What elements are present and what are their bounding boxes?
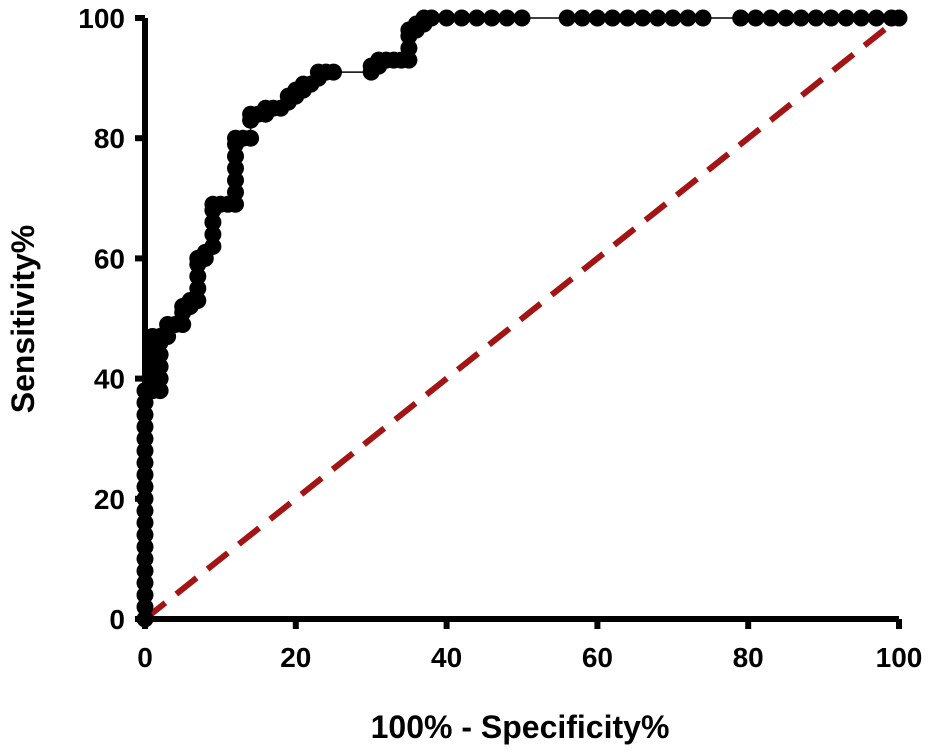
y-tick-label: 40: [94, 364, 125, 395]
roc-point: [852, 9, 870, 27]
roc-point: [453, 9, 471, 27]
roc-point: [573, 9, 591, 27]
x-axis-title: 100% - Specificity%: [371, 709, 670, 745]
roc-point: [483, 9, 501, 27]
axes: [142, 18, 899, 622]
roc-point: [837, 9, 855, 27]
roc-point: [807, 9, 825, 27]
roc-point: [558, 9, 576, 27]
x-tick-label: 20: [280, 642, 311, 673]
y-tick-label: 80: [94, 123, 125, 154]
roc-point: [732, 9, 750, 27]
roc-point: [400, 51, 418, 69]
roc-point: [498, 9, 516, 27]
roc-point: [227, 183, 244, 201]
roc-point: [890, 9, 908, 27]
roc-point: [777, 9, 795, 27]
roc-point: [227, 195, 244, 213]
roc-point: [151, 382, 169, 400]
y-tick-label: 100: [78, 3, 125, 34]
roc-point: [204, 225, 222, 243]
roc-point: [151, 370, 169, 388]
x-tick-label: 60: [582, 642, 613, 673]
roc-point: [189, 279, 207, 297]
y-tick-label: 60: [94, 243, 125, 274]
roc-point: [400, 39, 418, 57]
roc-point: [792, 9, 810, 27]
roc-point: [423, 9, 440, 27]
roc-point: [822, 9, 840, 27]
roc-point: [604, 9, 621, 27]
roc-point: [468, 9, 486, 27]
roc-point: [588, 9, 606, 27]
x-tick-label: 80: [733, 642, 764, 673]
roc-point: [204, 213, 222, 231]
x-tick-label: 100: [876, 642, 923, 673]
y-tick-label: 0: [109, 604, 125, 635]
roc-point: [867, 9, 885, 27]
roc-point: [204, 237, 222, 255]
y-tick-label: 20: [94, 484, 125, 515]
roc-point: [151, 346, 169, 364]
reference-line: [143, 15, 901, 622]
roc-point: [762, 9, 780, 27]
ticks: 0 20 40 60 80 100 0 20 40 60 80 100: [78, 3, 922, 673]
roc-point: [694, 9, 712, 27]
roc-point: [438, 9, 456, 27]
roc-point: [227, 147, 244, 165]
x-tick-label: 40: [431, 642, 462, 673]
roc-point: [227, 171, 244, 189]
plot-area: [136, 9, 908, 628]
x-tick-label: 0: [137, 642, 153, 673]
roc-point: [747, 9, 765, 27]
roc-point: [664, 9, 682, 27]
roc-point: [189, 292, 207, 309]
roc-point: [174, 316, 192, 333]
roc-point: [513, 9, 531, 27]
roc-point: [649, 9, 667, 27]
roc-point: [619, 9, 637, 27]
roc-point: [227, 159, 244, 177]
y-axis-title: Sensitivity%: [5, 225, 41, 414]
roc-point: [151, 358, 169, 376]
roc-point: [679, 9, 697, 27]
roc-point: [325, 63, 342, 81]
roc-point: [634, 9, 652, 27]
roc-point: [189, 267, 207, 285]
roc-point: [242, 129, 260, 147]
